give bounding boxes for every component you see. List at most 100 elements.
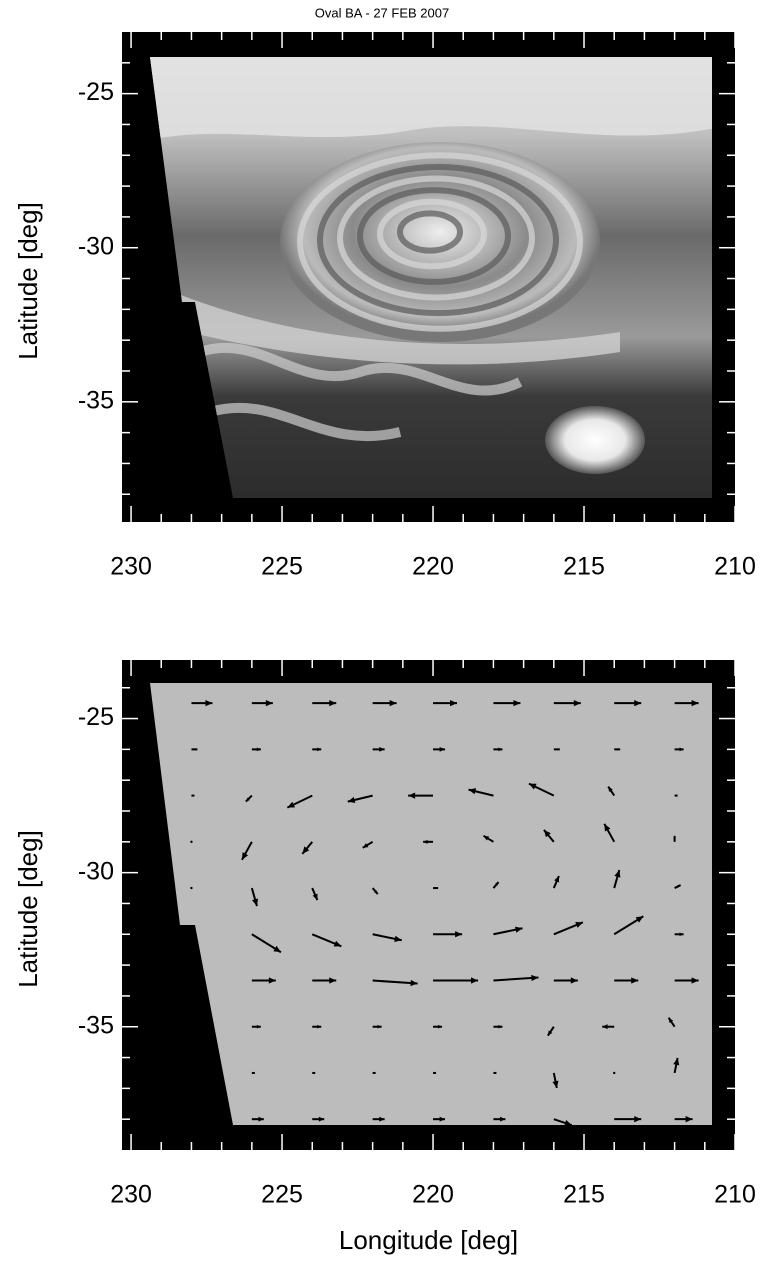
field-bg xyxy=(150,683,712,1125)
vector-arrow xyxy=(613,1071,616,1075)
arrow-head xyxy=(575,922,583,928)
arrow-head xyxy=(374,890,378,895)
swirl xyxy=(337,175,535,301)
x-tick-label: 230 xyxy=(110,553,152,581)
arrow-head xyxy=(528,783,537,790)
arrow-head xyxy=(543,829,551,838)
arrow-head xyxy=(673,835,676,839)
arrow-head xyxy=(252,898,259,907)
vector-arrow xyxy=(603,823,616,843)
vector-arrow xyxy=(667,1017,676,1028)
y-axis-label: Latitude [deg] xyxy=(13,202,43,360)
arrow-head xyxy=(573,699,581,707)
arrow-head xyxy=(265,699,273,707)
arrow-head xyxy=(273,945,281,953)
arrow-head xyxy=(547,1030,553,1036)
arrow-head xyxy=(318,1116,325,1122)
vector-arrow xyxy=(433,931,463,938)
vector-arrow xyxy=(433,699,458,707)
panel: 230 225 220 215 210 -35 -30 -25 Latitude [deg] xyxy=(13,32,756,581)
arrow-head xyxy=(570,977,578,984)
arrow-head xyxy=(677,885,681,888)
vector-arrow xyxy=(312,699,337,707)
arrow-head xyxy=(329,977,337,984)
vector-arrow xyxy=(674,1116,693,1123)
vector-arrow xyxy=(362,840,374,849)
vector-arrow xyxy=(312,1116,325,1122)
arrow-head xyxy=(557,748,560,751)
arrow-head xyxy=(241,852,249,860)
vector-arrow xyxy=(614,748,621,751)
swirl xyxy=(317,163,559,317)
vector-arrow xyxy=(312,747,322,752)
arrow-head xyxy=(377,1024,382,1029)
vector-arrow xyxy=(543,829,555,843)
vector-arrow xyxy=(372,1071,376,1074)
arrow-head xyxy=(673,1057,680,1066)
vector-arrow xyxy=(553,921,584,936)
vector-arrow xyxy=(190,886,193,890)
vector-arrow xyxy=(423,839,434,844)
vector-arrow xyxy=(372,746,385,752)
y-axis-label: Latitude [deg] xyxy=(13,830,43,988)
arrow-head xyxy=(437,1024,443,1029)
arrow-head xyxy=(287,801,296,808)
arrow-head xyxy=(439,746,446,752)
arrow-head xyxy=(317,1024,322,1029)
vector-arrow xyxy=(251,699,273,707)
arrow-head xyxy=(668,1017,674,1023)
vector-arrow xyxy=(372,933,402,942)
vector-arrow xyxy=(493,699,521,707)
vector-arrow xyxy=(433,977,479,984)
arrow-head xyxy=(495,1072,497,1074)
arrow-head xyxy=(439,1116,446,1122)
arrow-head xyxy=(302,846,310,854)
arrow-head xyxy=(194,748,198,751)
vector-arrow xyxy=(673,835,676,842)
x-tick-label: 215 xyxy=(563,1181,605,1209)
vector-arrow xyxy=(493,974,539,982)
vector-arrow xyxy=(553,977,578,984)
vector-arrow xyxy=(614,1116,642,1123)
vector-arrow xyxy=(250,887,259,907)
arrow-head xyxy=(552,1080,559,1088)
arrow-dot xyxy=(190,886,193,890)
arrow-head xyxy=(604,823,611,832)
vector-arrow xyxy=(602,1024,615,1030)
vector-arrow xyxy=(483,834,494,843)
vector-arrow xyxy=(613,915,644,936)
arrow-head xyxy=(434,1072,437,1074)
cloud-band xyxy=(150,57,712,142)
x-tick-label: 210 xyxy=(714,553,756,581)
vector-arrow xyxy=(468,788,494,797)
arrow-head xyxy=(389,699,397,707)
vector-arrow xyxy=(433,1116,446,1122)
vector-arrow xyxy=(674,977,699,984)
vector-arrow xyxy=(372,979,418,987)
arrow-head xyxy=(450,699,458,707)
arrow-head xyxy=(564,1119,572,1126)
wisps xyxy=(198,342,523,442)
x-tick-label: 220 xyxy=(412,553,454,581)
vector-arrow xyxy=(674,747,684,752)
y-tick-label: -35 xyxy=(78,1011,114,1039)
arrow-head xyxy=(634,1116,642,1123)
vector-arrow xyxy=(674,932,684,937)
vector-arrow xyxy=(673,1057,680,1074)
arrow-head xyxy=(468,788,477,795)
vector-arrow xyxy=(190,840,193,844)
vector-arrow xyxy=(312,1024,322,1029)
vector-arrow xyxy=(493,926,523,936)
arrow-head xyxy=(245,797,250,802)
swirl xyxy=(377,198,487,270)
vector-arrow xyxy=(433,1071,437,1074)
arrow-head xyxy=(362,843,369,848)
arrow-head xyxy=(608,786,613,792)
arrow-head xyxy=(602,1024,608,1030)
vector-arrow xyxy=(493,1071,497,1074)
arrow-head xyxy=(498,747,503,752)
arrow-head xyxy=(685,1116,693,1123)
vector-arrow xyxy=(251,1024,261,1029)
